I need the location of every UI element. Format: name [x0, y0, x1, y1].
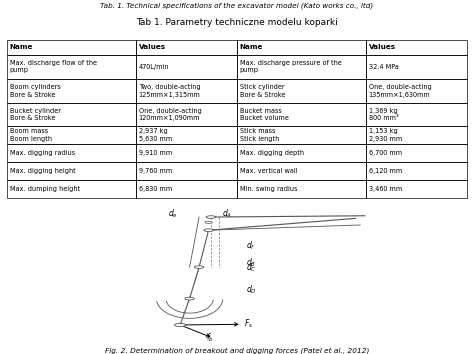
Text: $f_b$: $f_b$ — [206, 331, 213, 344]
Text: Stick mass
Stick length: Stick mass Stick length — [240, 128, 279, 142]
Bar — [366, 144, 467, 162]
Text: Max. digging depth: Max. digging depth — [240, 150, 304, 156]
Bar — [7, 162, 136, 180]
Bar — [237, 79, 366, 103]
Text: Max. dumping height: Max. dumping height — [10, 186, 80, 192]
Bar — [237, 103, 366, 126]
Bar — [237, 144, 366, 162]
Bar — [136, 180, 237, 198]
Text: $d_B$: $d_B$ — [246, 256, 257, 269]
Text: Max. discharge pressure of the
pump: Max. discharge pressure of the pump — [240, 60, 342, 74]
Text: Boom cylinders
Bore & Stroke: Boom cylinders Bore & Stroke — [10, 84, 61, 98]
Bar — [136, 162, 237, 180]
Text: Min. swing radius: Min. swing radius — [240, 186, 297, 192]
Text: Name: Name — [10, 44, 33, 50]
Bar — [136, 144, 237, 162]
Text: One, double-acting
120mm×1,090mm: One, double-acting 120mm×1,090mm — [138, 108, 201, 121]
Text: Tab. 1. Technical specifications of the excavator model (Kato works co., ltd): Tab. 1. Technical specifications of the … — [100, 2, 374, 8]
Circle shape — [194, 266, 204, 268]
Bar — [7, 126, 136, 144]
Text: Boom mass
Boom length: Boom mass Boom length — [10, 128, 52, 142]
Text: $d_e$: $d_e$ — [168, 207, 178, 220]
Bar — [136, 40, 237, 55]
Bar — [237, 126, 366, 144]
Bar — [7, 144, 136, 162]
Text: One, double-acting
135mm×1,630mm: One, double-acting 135mm×1,630mm — [369, 84, 431, 98]
Text: Max. discharge flow of the
pump: Max. discharge flow of the pump — [10, 60, 97, 74]
Text: Name: Name — [240, 44, 263, 50]
Text: Max. vertical wall: Max. vertical wall — [240, 168, 297, 174]
Text: 6,700 mm: 6,700 mm — [369, 150, 401, 156]
Bar — [7, 55, 136, 79]
Text: Bucket cylinder
Bore & Stroke: Bucket cylinder Bore & Stroke — [10, 108, 61, 121]
Circle shape — [204, 229, 213, 232]
Bar — [136, 103, 237, 126]
Text: $F_s$: $F_s$ — [244, 317, 253, 330]
Text: 3,460 mm: 3,460 mm — [369, 186, 402, 192]
Text: $d_C$: $d_C$ — [246, 262, 257, 274]
Circle shape — [205, 221, 212, 223]
Text: Bucket mass
Bucket volume: Bucket mass Bucket volume — [240, 108, 289, 121]
Bar — [237, 180, 366, 198]
Text: Two, double-acting
125mm×1,315mm: Two, double-acting 125mm×1,315mm — [138, 84, 201, 98]
Text: $d_f$: $d_f$ — [246, 240, 256, 252]
Circle shape — [174, 324, 186, 326]
Text: 470L/min: 470L/min — [138, 64, 169, 70]
Text: Values: Values — [138, 44, 166, 50]
Text: $d_A$: $d_A$ — [222, 207, 232, 220]
Circle shape — [206, 216, 216, 218]
Bar — [366, 55, 467, 79]
Circle shape — [185, 297, 194, 300]
Text: 9,910 mm: 9,910 mm — [138, 150, 172, 156]
Text: Tab 1. Parametry techniczne modelu koparki: Tab 1. Parametry techniczne modelu kopar… — [136, 18, 338, 27]
Text: 1,153 kg
2,930 mm: 1,153 kg 2,930 mm — [369, 128, 402, 142]
Bar — [237, 162, 366, 180]
Bar — [366, 126, 467, 144]
Text: 1,369 kg
800 mm³: 1,369 kg 800 mm³ — [369, 108, 398, 121]
Text: Values: Values — [369, 44, 396, 50]
Text: 32.4 MPa: 32.4 MPa — [369, 64, 399, 70]
Bar — [136, 55, 237, 79]
Bar — [366, 40, 467, 55]
Bar — [7, 180, 136, 198]
Text: $d_D$: $d_D$ — [246, 283, 257, 296]
Text: Max. digging height: Max. digging height — [10, 168, 75, 174]
Bar — [7, 103, 136, 126]
Bar — [136, 79, 237, 103]
Bar — [237, 55, 366, 79]
Text: 9,760 mm: 9,760 mm — [138, 168, 172, 174]
Text: Fig. 2. Determination of breakout and digging forces (Patel et al., 2012): Fig. 2. Determination of breakout and di… — [105, 347, 369, 354]
Bar — [237, 40, 366, 55]
Bar — [7, 79, 136, 103]
Bar — [136, 126, 237, 144]
Bar — [7, 40, 136, 55]
Text: 2,937 kg
5,630 mm: 2,937 kg 5,630 mm — [138, 128, 172, 142]
Bar — [366, 180, 467, 198]
Text: Max. digging radius: Max. digging radius — [10, 150, 75, 156]
Bar — [366, 162, 467, 180]
Bar — [366, 79, 467, 103]
Text: Stick cylinder
Bore & Stroke: Stick cylinder Bore & Stroke — [240, 84, 285, 98]
Text: 6,120 mm: 6,120 mm — [369, 168, 402, 174]
Text: 6,830 mm: 6,830 mm — [138, 186, 172, 192]
Bar — [366, 103, 467, 126]
